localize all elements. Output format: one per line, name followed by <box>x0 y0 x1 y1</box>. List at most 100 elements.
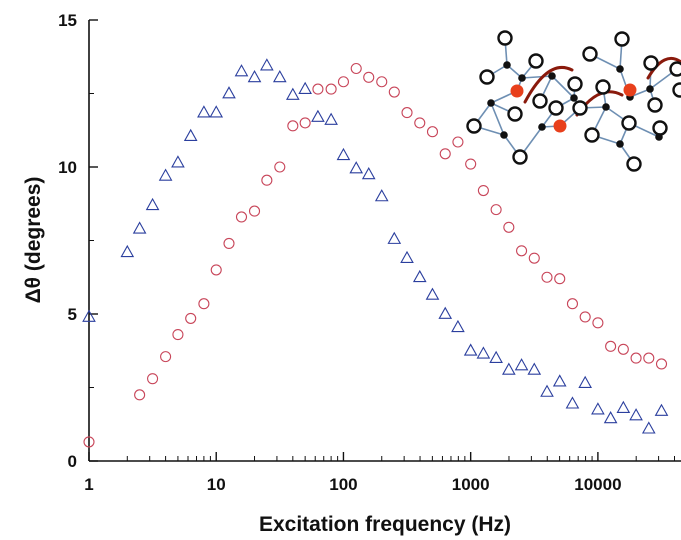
circle-point <box>312 83 324 95</box>
triangle-point <box>158 168 173 181</box>
inset-open-node <box>497 30 513 46</box>
circle-point <box>541 271 553 283</box>
circle-point <box>223 237 235 249</box>
circle-point <box>376 76 388 88</box>
circle-point <box>426 126 439 138</box>
inset-red-node <box>623 83 637 97</box>
y-tick-label: 5 <box>68 305 77 324</box>
triangle-point <box>387 231 402 244</box>
triangle-point <box>132 221 147 234</box>
inset-open-node <box>584 127 600 143</box>
x-axis-title: Excitation frequency (Hz) <box>259 513 511 536</box>
triangle-point <box>489 350 503 363</box>
circle-point <box>528 252 540 264</box>
inset-open-node <box>572 100 588 116</box>
inset-open-node <box>672 82 681 98</box>
circle-point <box>287 120 299 132</box>
circle-point <box>503 221 515 233</box>
inset-open-node <box>643 55 659 71</box>
circle-point <box>439 148 451 160</box>
triangle-point <box>438 306 453 319</box>
circle-point <box>350 62 362 75</box>
triangle-point <box>145 197 160 211</box>
circle-point <box>554 273 566 285</box>
triangle-point <box>565 396 580 409</box>
x-tick-label: 10000 <box>574 475 621 494</box>
triangle-point <box>324 112 338 125</box>
inset-bond <box>490 102 505 136</box>
series-2 <box>83 62 668 448</box>
circle-point <box>325 83 337 95</box>
circle-point <box>160 351 172 363</box>
circle-point <box>261 174 273 186</box>
inset-filled-node <box>503 61 511 69</box>
circle-point <box>172 329 184 341</box>
inset-open-node <box>528 53 544 69</box>
y-tick-label: 10 <box>58 158 77 177</box>
inset-red-node <box>553 119 567 133</box>
triangle-point <box>374 189 389 202</box>
inset-open-node <box>512 149 528 165</box>
circle-point <box>605 340 617 352</box>
inset-filled-node <box>538 123 546 131</box>
circle-point <box>83 436 95 448</box>
x-tick-label: 10 <box>207 475 226 494</box>
y-axis-ticks: 0 5 10 15 <box>58 11 98 471</box>
circle-point <box>414 117 426 129</box>
inset-open-node <box>466 118 482 134</box>
inset-filled-node <box>655 133 663 141</box>
x-axis-ticks: 1 10 100 1000 10000 <box>84 452 675 494</box>
triangle-point <box>171 155 185 168</box>
triangle-point <box>120 244 135 258</box>
circle-point <box>401 107 413 119</box>
inset-open-node <box>626 156 642 172</box>
triangle-point <box>400 250 414 264</box>
circle-point <box>388 86 400 98</box>
circle-point <box>516 245 528 257</box>
triangle-point <box>82 309 96 322</box>
inset-bond <box>551 75 575 99</box>
triangle-point <box>514 358 529 371</box>
inset-open-node <box>652 120 668 136</box>
triangle-point <box>641 421 656 434</box>
inset-filled-node <box>487 99 495 107</box>
inset-hop-arrow <box>646 57 681 80</box>
inset-filled-node <box>616 65 624 73</box>
circle-point <box>363 71 375 83</box>
triangle-point <box>654 403 669 416</box>
inset-open-node <box>595 79 611 95</box>
inset-open-node <box>548 100 564 116</box>
inset-filled-node <box>500 131 508 139</box>
triangle-point <box>578 375 592 388</box>
circle-point <box>198 298 210 310</box>
inset-open-node <box>614 31 630 47</box>
circle-point <box>337 76 349 88</box>
triangle-point <box>540 384 554 397</box>
triangle-point <box>552 374 567 387</box>
circle-point <box>643 352 655 364</box>
triangle-point <box>451 319 465 333</box>
inset-open-node <box>647 97 663 113</box>
inset-open-node <box>621 115 637 131</box>
triangle-point <box>222 86 236 99</box>
triangle-point <box>209 105 224 118</box>
triangle-point <box>425 287 440 300</box>
x-tick-label: 1000 <box>452 475 490 494</box>
circle-point <box>185 312 197 324</box>
triangle-point <box>247 70 262 83</box>
inset-filled-node <box>646 85 654 93</box>
circle-point <box>490 204 502 216</box>
circle-point <box>235 211 248 223</box>
inset-open-node <box>532 93 548 109</box>
triangle-point <box>412 269 427 283</box>
inset-open-node <box>567 76 583 92</box>
triangle-point <box>502 362 516 375</box>
circle-point <box>579 311 591 323</box>
y-tick-label: 0 <box>68 452 77 471</box>
circle-point <box>465 158 477 170</box>
circle-point <box>452 136 464 148</box>
circle-point <box>248 205 261 217</box>
circle-point <box>134 389 146 401</box>
triangle-point <box>476 346 491 359</box>
data-series <box>82 58 669 448</box>
